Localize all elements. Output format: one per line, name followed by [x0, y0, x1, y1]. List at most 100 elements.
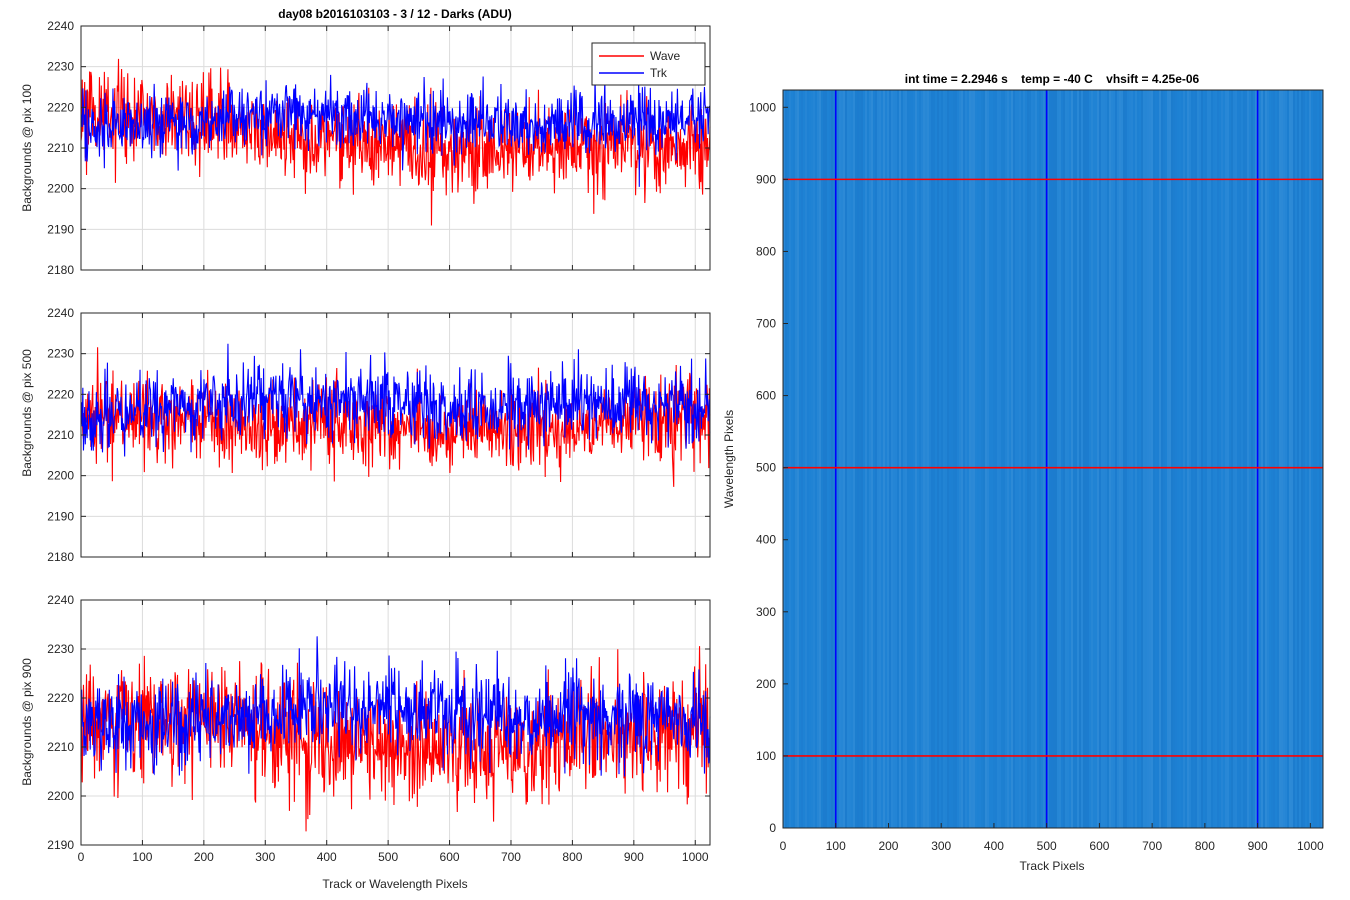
- legend-label-trk: Trk: [650, 66, 668, 80]
- image-texture-column: [909, 90, 911, 828]
- image-texture-column: [927, 90, 929, 828]
- image-texture-column: [911, 90, 913, 828]
- image-texture-column: [1055, 90, 1057, 828]
- image-texture-column: [969, 90, 971, 828]
- bottom-line-plot: Backgrounds @ pix 900 Track or Wavelengt…: [20, 593, 711, 891]
- image-texture-column: [1175, 90, 1177, 828]
- image-texture-column: [1235, 90, 1237, 828]
- image-texture-column: [929, 90, 931, 828]
- image-texture-column: [1247, 90, 1249, 828]
- image-texture-column: [829, 90, 831, 828]
- image-texture-column: [1107, 90, 1109, 828]
- image-texture-column: [961, 90, 963, 828]
- image-texture-column: [1079, 90, 1081, 828]
- image-texture-column: [865, 90, 867, 828]
- image-texture-column: [1219, 90, 1221, 828]
- x-tick-label: 500: [1037, 839, 1057, 853]
- image-texture-column: [863, 90, 865, 828]
- image-texture-column: [975, 90, 977, 828]
- image-texture-column: [901, 90, 903, 828]
- y-tick-label: 2180: [47, 550, 74, 564]
- image-texture-column: [805, 90, 807, 828]
- image-texture-column: [1113, 90, 1115, 828]
- image-texture-column: [1011, 90, 1013, 828]
- image-texture-column: [1167, 90, 1169, 828]
- y-tick-label: 1000: [749, 100, 776, 114]
- image-texture-column: [963, 90, 965, 828]
- image-texture-column: [1211, 90, 1213, 828]
- x-tick-label: 300: [931, 839, 951, 853]
- image-texture-column: [1139, 90, 1141, 828]
- image-texture-column: [861, 90, 863, 828]
- image-texture-column: [873, 90, 875, 828]
- image-texture-column: [935, 90, 937, 828]
- image-texture-column: [897, 90, 899, 828]
- image-texture-column: [1187, 90, 1189, 828]
- image-texture-column: [1243, 90, 1245, 828]
- image-texture-column: [815, 90, 817, 828]
- y-tick-label: 0: [769, 821, 776, 835]
- x-tick-label: 400: [317, 850, 337, 864]
- image-texture-column: [871, 90, 873, 828]
- image-texture-column: [853, 90, 855, 828]
- image-texture-column: [1159, 90, 1161, 828]
- image-texture-column: [1093, 90, 1095, 828]
- image-texture-column: [995, 90, 997, 828]
- image-texture-column: [883, 90, 885, 828]
- image-texture-column: [955, 90, 957, 828]
- image-texture-column: [1197, 90, 1199, 828]
- image-texture-column: [943, 90, 945, 828]
- image-texture-column: [1311, 90, 1313, 828]
- x-tick-label: 600: [1089, 839, 1109, 853]
- image-texture-column: [1179, 90, 1181, 828]
- image-texture-column: [831, 90, 833, 828]
- image-texture-column: [1119, 90, 1121, 828]
- image-texture-column: [793, 90, 795, 828]
- image-texture-column: [1313, 90, 1315, 828]
- image-texture-column: [893, 90, 895, 828]
- image-texture-column: [1157, 90, 1159, 828]
- image-texture-column: [1129, 90, 1131, 828]
- y-tick-label: 500: [756, 461, 776, 475]
- image-texture-column: [1165, 90, 1167, 828]
- image-texture-column: [1143, 90, 1145, 828]
- image-texture-column: [959, 90, 961, 828]
- image-texture-column: [1041, 90, 1043, 828]
- image-texture-column: [1015, 90, 1017, 828]
- image-texture-column: [1173, 90, 1175, 828]
- image-texture-column: [1017, 90, 1019, 828]
- image-texture-column: [811, 90, 813, 828]
- image-texture-column: [903, 90, 905, 828]
- x-tick-label: 500: [378, 850, 398, 864]
- image-texture-column: [1275, 90, 1277, 828]
- y-tick-label: 2230: [47, 347, 74, 361]
- image-texture-column: [837, 90, 839, 828]
- y-tick-label: 2230: [47, 60, 74, 74]
- image-texture-column: [1317, 90, 1319, 828]
- legend-label-wave: Wave: [650, 49, 681, 63]
- image-texture-column: [1003, 90, 1005, 828]
- image-texture-column: [1027, 90, 1029, 828]
- image-texture-column: [833, 90, 835, 828]
- image-texture-column: [1209, 90, 1211, 828]
- image-texture-column: [1051, 90, 1053, 828]
- image-texture-column: [923, 90, 925, 828]
- x-tick-label: 800: [1195, 839, 1215, 853]
- image-texture-column: [1049, 90, 1051, 828]
- image-texture-column: [937, 90, 939, 828]
- image-texture-column: [809, 90, 811, 828]
- series-line-trk: [80, 343, 711, 457]
- top-line-plot: day08 b2016103103 - 3 / 12 - Darks (ADU)…: [20, 7, 711, 277]
- image-texture-column: [919, 90, 921, 828]
- image-texture-column: [1133, 90, 1135, 828]
- x-tick-label: 700: [1142, 839, 1162, 853]
- y-tick-label: 2200: [47, 469, 74, 483]
- image-texture-column: [1039, 90, 1041, 828]
- y-axis-label: Backgrounds @ pix 100: [20, 84, 34, 212]
- image-texture-column: [1149, 90, 1151, 828]
- y-tick-label: 600: [756, 389, 776, 403]
- image-texture-column: [1239, 90, 1241, 828]
- image-texture-column: [785, 90, 787, 828]
- image-texture-column: [905, 90, 907, 828]
- y-tick-label: 2190: [47, 838, 74, 852]
